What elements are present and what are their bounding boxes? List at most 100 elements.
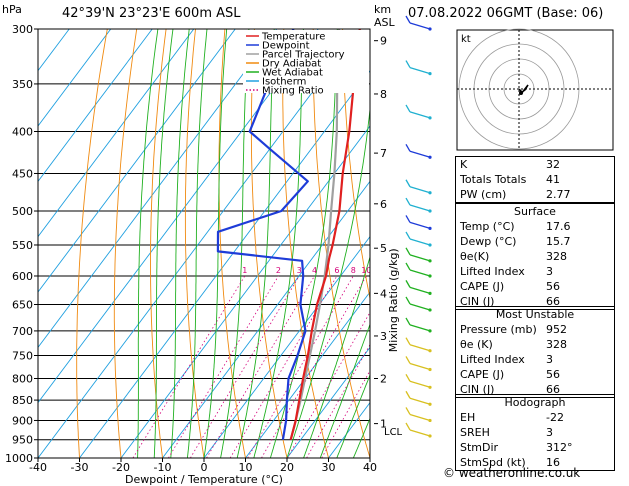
legend-entry: Dry Adiabat <box>262 59 321 70</box>
wind-barb-feather <box>405 60 411 68</box>
mixing-ratio-line <box>190 275 300 458</box>
isotherm-line <box>38 29 112 127</box>
km-tick-label: 7 <box>380 147 387 160</box>
dry-adiabat-line <box>342 29 370 301</box>
pressure-tick-label: 750 <box>12 349 33 362</box>
eh-row: EH -22 <box>460 411 564 424</box>
wind-barb <box>409 269 431 277</box>
mixing-ratio-label: 1 <box>242 266 247 275</box>
dry-adiabat-line <box>250 29 288 458</box>
wind-barb-dot <box>428 259 432 263</box>
mu-cape-row: CAPE (J) 56 <box>460 368 560 381</box>
wind-barb <box>409 380 431 388</box>
wind-barb-dot <box>428 155 432 159</box>
wind-barb-feather <box>405 280 411 288</box>
pressure-tick-label: 850 <box>12 394 33 407</box>
pressure-tick-label: 550 <box>12 239 33 252</box>
wind-barb-dot <box>428 349 432 353</box>
dry-adiabat-line <box>150 29 167 458</box>
km-tick-label: 1 <box>380 418 387 431</box>
pressure-tick-label: 450 <box>12 167 33 180</box>
dry-adiabat-line <box>282 29 329 458</box>
dewpoint-line <box>216 29 309 440</box>
wind-barb-dot <box>428 27 432 31</box>
wet-adiabat-line <box>203 29 228 458</box>
surface-cin-row: CIN (J) 66 <box>460 295 560 308</box>
hodograph-kt-label: kt <box>461 34 471 45</box>
wind-barb-dot <box>428 71 432 76</box>
wet-adiabat-line <box>186 29 208 458</box>
background-lines: 1 2 3 4 6 8 10 15 20 25 <box>38 29 370 458</box>
asl-unit-label: ASL <box>374 16 396 29</box>
km-tick-label: 3 <box>380 330 387 343</box>
km-tick-label: 5 <box>380 242 387 255</box>
wind-barb-feather <box>405 390 411 399</box>
pressure-tick-label: 950 <box>12 434 33 447</box>
legend-entry: Isotherm <box>262 77 306 88</box>
pressure-tick-label: 300 <box>12 23 33 36</box>
wet-adiabat-line <box>137 29 159 458</box>
wind-barb <box>409 324 431 332</box>
wind-barb-feather <box>405 262 411 271</box>
wind-barb-feather <box>405 247 411 256</box>
x-tick-label: -10 <box>154 461 172 474</box>
footer-credit: © weatheronline.co.uk <box>443 466 581 480</box>
pw-row: PW (cm) 2.77 <box>460 188 571 201</box>
isotherm-line <box>38 29 361 458</box>
wind-barb-feather <box>405 407 411 415</box>
location-header: 42°39'N 23°23'E 600m ASL <box>62 6 241 21</box>
x-axis-label: Dewpoint / Temperature (°C) <box>125 473 283 486</box>
wind-barb <box>409 66 431 75</box>
mixing-ratio-line <box>132 275 246 458</box>
wind-barb-dot <box>428 274 432 278</box>
mixing-ratio-label: 8 <box>351 266 356 275</box>
wind-barb-dot <box>428 418 432 423</box>
km-tick-label: 2 <box>380 372 387 385</box>
wind-barb <box>409 204 431 212</box>
mixing-ratio-line <box>247 275 354 458</box>
wind-barb-dot <box>428 329 432 333</box>
wind-barb <box>409 111 431 119</box>
isotherm-line <box>38 29 195 238</box>
pressure-tick-label: 650 <box>12 299 33 312</box>
hpa-unit-label: hPa <box>2 3 22 16</box>
wet-adiabat-line <box>286 104 370 458</box>
pressure-tick-label: 600 <box>12 270 33 283</box>
wind-barb <box>409 429 431 437</box>
wind-barb <box>409 254 431 262</box>
wind-barb-feather <box>405 179 411 188</box>
wind-barb <box>409 362 431 371</box>
wind-barb-feather <box>405 15 411 24</box>
surface-box: Surface Temp (°C) 17.6 Dewp (°C) 15.7 θe(K… <box>455 203 615 310</box>
sreh-row: SREH 3 <box>460 426 553 439</box>
x-tick-label: -20 <box>112 461 130 474</box>
pressure-tick-label: 900 <box>12 414 33 427</box>
isotherm-line <box>162 180 370 458</box>
wet-adiabat-line <box>253 29 304 458</box>
sounding-profiles <box>216 29 361 440</box>
pressure-tick-label: 700 <box>12 325 33 338</box>
pressure-tick-label: 800 <box>12 372 33 385</box>
hodograph-title: Hodograph <box>504 396 566 409</box>
wind-barb <box>409 22 431 30</box>
x-tick-label: 0 <box>201 461 208 474</box>
wind-barb-dot <box>428 402 432 406</box>
mixing-ratio-line <box>229 275 338 458</box>
wind-barb-dot <box>428 434 432 438</box>
wind-barb-feather <box>405 356 411 364</box>
km-tick-label: 4 <box>380 287 387 300</box>
mu-theta-row: θe (K) 328 <box>460 338 567 351</box>
km-tick-label: 9 <box>380 35 387 48</box>
totals-totals-row: Totals Totals 41 <box>460 173 560 186</box>
wind-barb-feather <box>405 337 411 346</box>
mu-li-row: Lifted Index 3 <box>460 353 553 366</box>
km-tick-label: 6 <box>380 198 387 211</box>
storm-motion-marker <box>519 91 523 95</box>
wet-adiabat-line <box>336 373 370 458</box>
mixing-ratio-label: 4 <box>312 266 317 275</box>
wind-barb-dot <box>428 308 432 312</box>
hodograph-frame <box>456 29 614 151</box>
wind-barb <box>409 186 431 194</box>
wind-barb-dot <box>428 191 432 195</box>
